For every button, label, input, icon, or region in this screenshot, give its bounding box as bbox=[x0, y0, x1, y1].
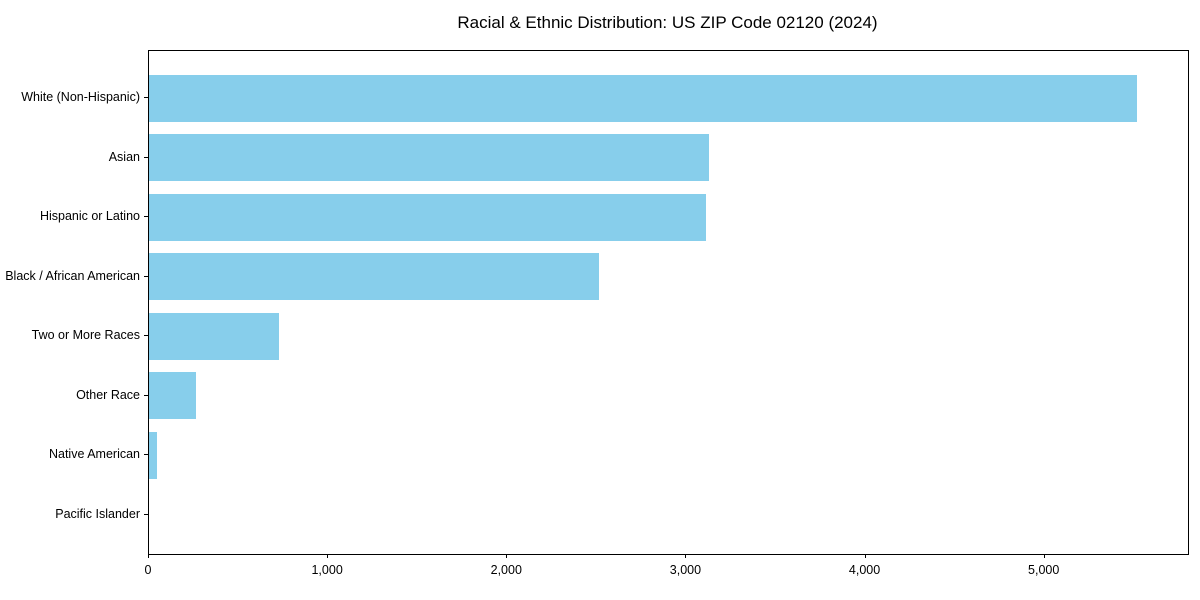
bar bbox=[149, 431, 158, 479]
bar bbox=[149, 253, 600, 301]
y-tick-label: White (Non-Hispanic) bbox=[21, 90, 140, 104]
y-tick-label: Native American bbox=[48, 447, 140, 462]
bar bbox=[149, 193, 707, 241]
y-tick-mark bbox=[144, 275, 148, 277]
bar bbox=[149, 74, 1138, 122]
x-tick-mark bbox=[685, 554, 687, 558]
x-tick-label: 5,000 bbox=[1028, 563, 1060, 577]
x-tick-label: 0 bbox=[144, 563, 152, 577]
bar bbox=[149, 372, 197, 420]
x-tick-mark bbox=[506, 554, 508, 558]
x-tick-label: 2,000 bbox=[490, 563, 522, 577]
y-tick-label: Hispanic or Latino bbox=[39, 209, 140, 224]
bar bbox=[149, 134, 710, 182]
y-tick-mark bbox=[144, 156, 148, 158]
y-tick-mark bbox=[144, 97, 148, 98]
y-tick-label: Black / African American bbox=[5, 268, 140, 283]
chart-title: Racial & Ethnic Distribution: US ZIP Cod… bbox=[457, 13, 878, 32]
bar bbox=[149, 312, 279, 360]
y-tick-mark bbox=[144, 513, 148, 515]
x-tick-mark bbox=[864, 554, 866, 558]
plot-area bbox=[148, 50, 1189, 555]
x-tick-label: 4,000 bbox=[848, 563, 881, 577]
y-tick-mark bbox=[144, 454, 148, 456]
y-tick-label: Other Race bbox=[76, 387, 140, 402]
y-tick-mark bbox=[144, 394, 148, 396]
x-tick-mark bbox=[327, 554, 329, 558]
x-tick-label: 3,000 bbox=[669, 563, 702, 577]
y-tick-label: Two or More Races bbox=[31, 328, 140, 343]
y-tick-mark bbox=[144, 216, 148, 218]
y-tick-mark bbox=[144, 335, 148, 337]
x-tick-mark bbox=[1043, 554, 1045, 558]
x-tick-mark bbox=[148, 554, 149, 558]
y-tick-label: Pacific Islander bbox=[55, 506, 140, 521]
x-tick-label: 1,000 bbox=[311, 563, 343, 577]
y-tick-label: Asian bbox=[108, 149, 140, 164]
